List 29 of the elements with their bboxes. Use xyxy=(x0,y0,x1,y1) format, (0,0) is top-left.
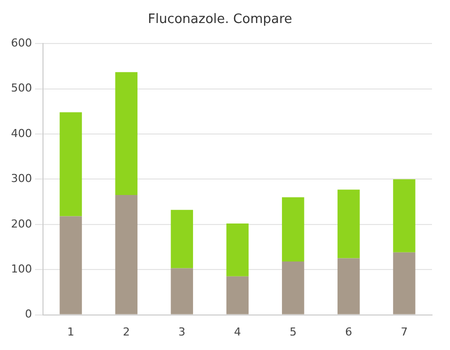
y-tick-label: 600 xyxy=(10,36,32,50)
y-tick-label: 300 xyxy=(10,172,32,186)
bar xyxy=(393,252,416,314)
y-tick-label: 100 xyxy=(10,262,32,276)
y-tick-label: 500 xyxy=(10,82,32,95)
bar xyxy=(393,179,416,252)
bar xyxy=(60,112,82,216)
bar xyxy=(226,223,249,276)
chart-title: Fluconazole. Compare xyxy=(148,12,292,28)
bar xyxy=(115,195,138,314)
x-tick-label: 4 xyxy=(234,325,241,338)
bar xyxy=(60,216,82,314)
x-tick-label: 7 xyxy=(400,325,408,338)
bar xyxy=(338,258,360,314)
x-tick-label: 1 xyxy=(67,325,74,338)
bar xyxy=(282,261,304,314)
bar xyxy=(170,268,194,314)
y-tick-label: 400 xyxy=(10,126,32,140)
bar xyxy=(115,72,138,196)
bar xyxy=(282,197,304,262)
x-tick-label: 3 xyxy=(178,325,186,338)
y-tick-label: 0 xyxy=(24,308,32,321)
bar xyxy=(226,276,249,314)
bar xyxy=(170,210,194,268)
y-tick-label: 200 xyxy=(10,217,32,230)
x-tick-label: 6 xyxy=(345,325,352,338)
x-tick-label: 2 xyxy=(122,325,130,338)
bar xyxy=(338,190,360,258)
x-tick-label: 5 xyxy=(290,325,297,338)
